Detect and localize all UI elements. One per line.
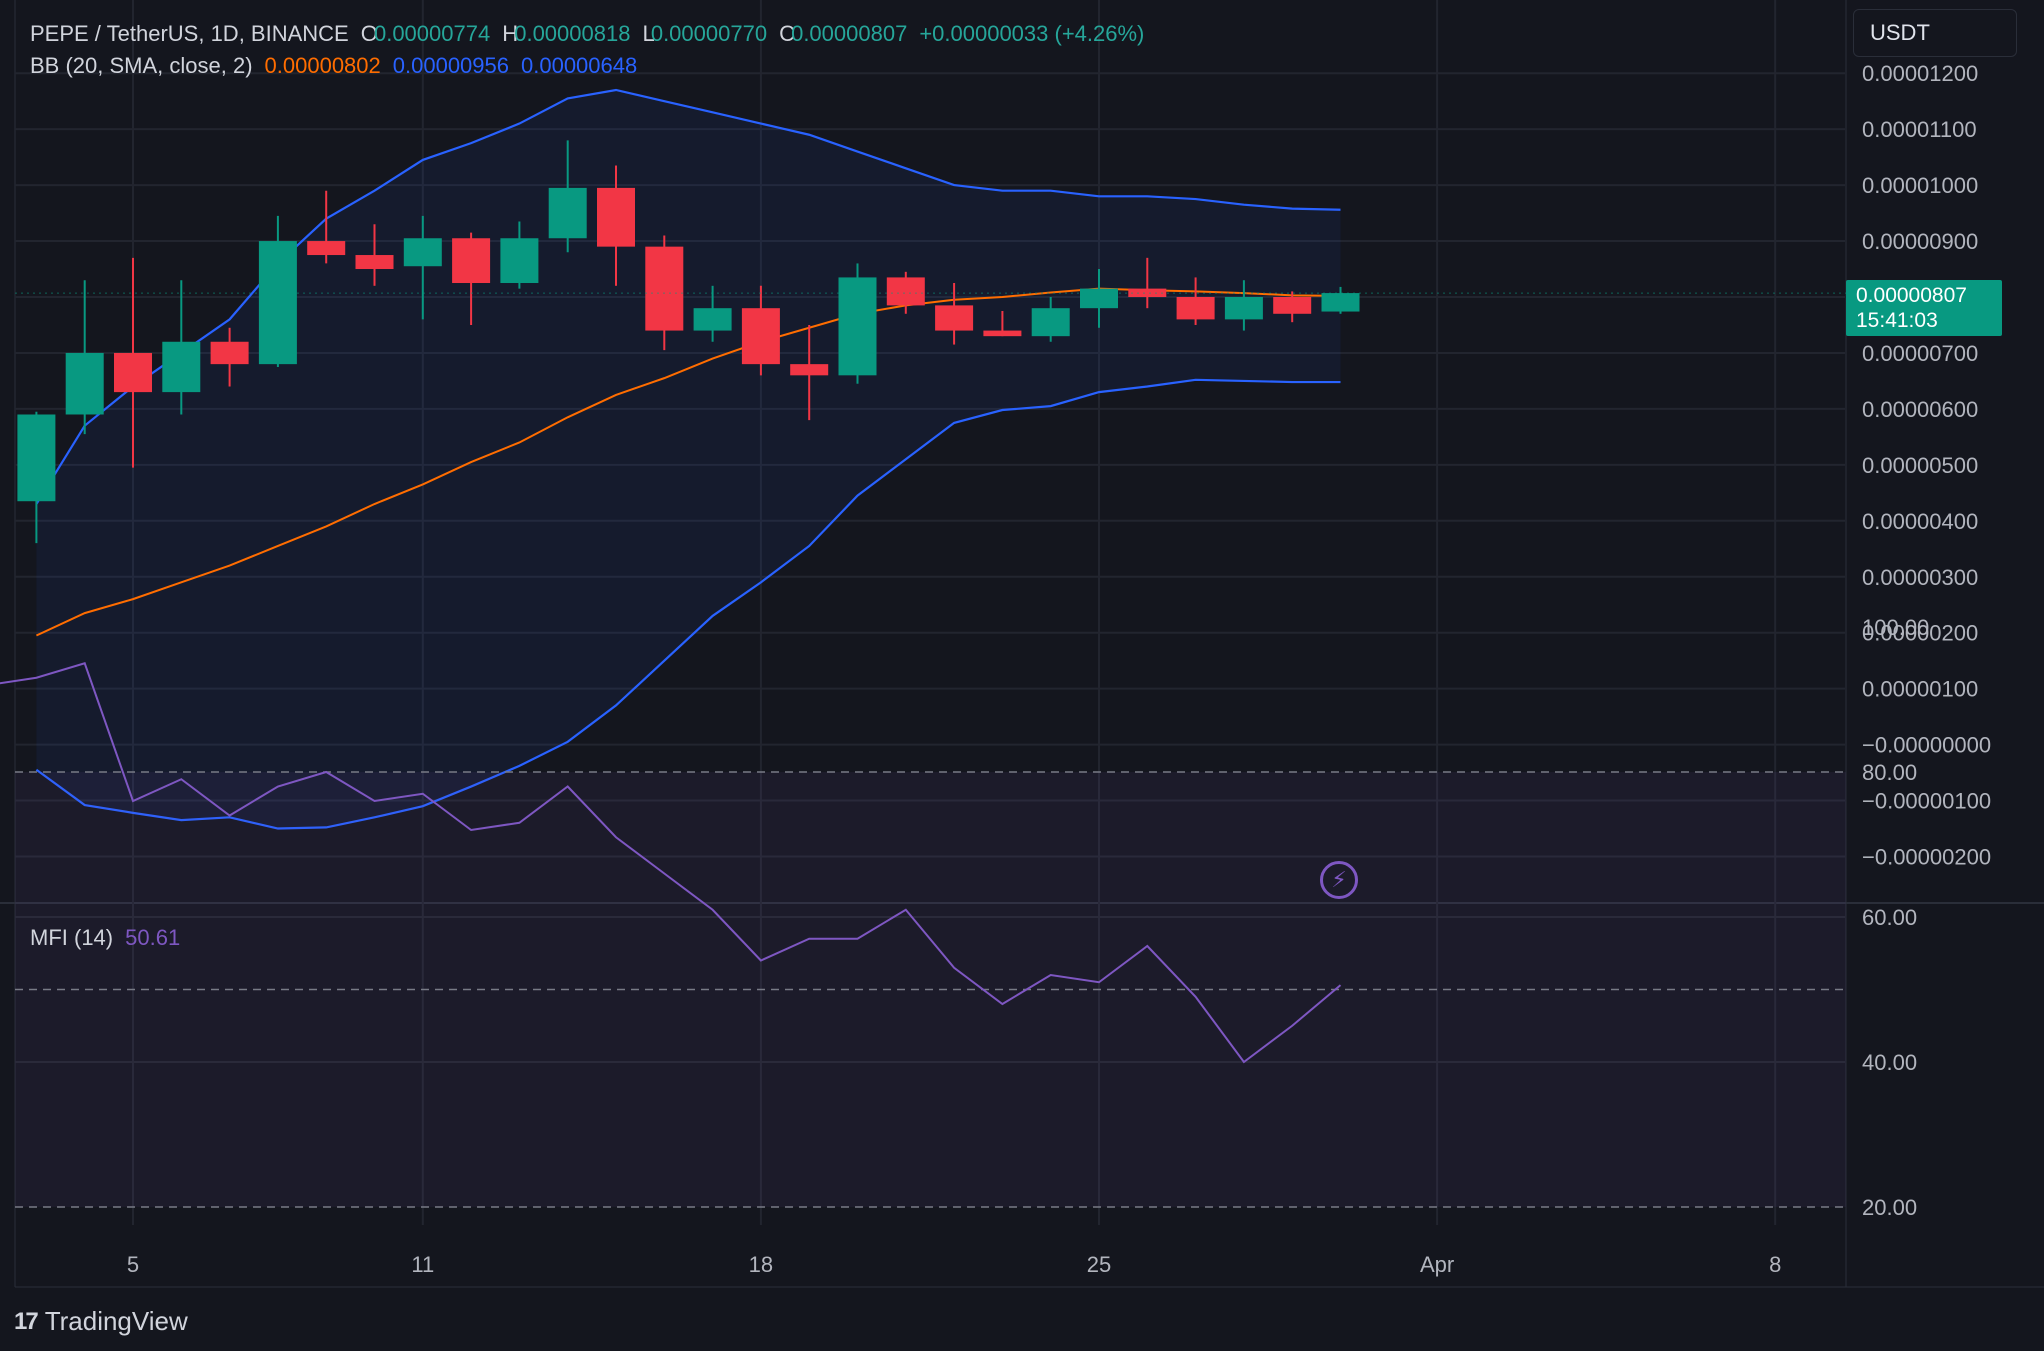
- bb-basis-value: 0.00000802: [264, 53, 381, 78]
- bb-basis-line: [35, 287, 1341, 637]
- candle-down: [597, 187, 635, 247]
- candle-down: [935, 305, 974, 331]
- candle-up: [1321, 293, 1360, 312]
- candle-up: [693, 308, 732, 331]
- candle-up: [162, 341, 201, 393]
- low-value: 0.00000770: [650, 21, 768, 46]
- price-axis-label: 0.00000300: [1862, 565, 1978, 590]
- mfi-value: 50.61: [125, 925, 181, 950]
- price-axis-label: 0.00001100: [1862, 117, 1977, 142]
- last-price-tag: 0.00000807 15:41:03: [1846, 280, 2002, 336]
- mfi-axis-label: 40.00: [1862, 1050, 1917, 1075]
- change-value: +0.00000033 (+4.26%): [919, 21, 1145, 46]
- high-value: 0.00000818: [514, 21, 631, 46]
- candle-up: [65, 352, 104, 415]
- bb-legend: BB (20, SMA, close, 2) 0.00000802 0.0000…: [30, 53, 637, 79]
- mfi-line: [0, 662, 1342, 1064]
- candle-down: [645, 246, 684, 331]
- candle-down: [983, 330, 1022, 337]
- price-axis-label: 0.00000100: [1862, 677, 1978, 702]
- candle-down: [452, 238, 491, 284]
- bb-upper-value: 0.00000956: [392, 53, 509, 78]
- price-axis-label: 0.00000700: [1862, 341, 1978, 366]
- price-axis-label: 0.00000400: [1862, 509, 1978, 534]
- bb-label[interactable]: BB (20, SMA, close, 2): [30, 53, 253, 78]
- bb-lower-value: 0.00000648: [521, 53, 638, 78]
- mfi-axis-label: 100.00: [1862, 615, 1929, 640]
- bb-band-fill: [36, 89, 1341, 829]
- time-axis-label: 5: [127, 1252, 139, 1277]
- price-axis-label: 0.00000500: [1862, 453, 1978, 478]
- mfi-axis-label: 80.00: [1862, 760, 1917, 785]
- price-axis-label: −0.00000100: [1862, 789, 1991, 814]
- tradingview-mark-icon: 17: [14, 1307, 39, 1335]
- price-axis-label: 0.00001200: [1862, 61, 1978, 86]
- mfi-axis-label: 20.00: [1862, 1195, 1917, 1220]
- ohlc-legend: PEPE / TetherUS, 1D, BINANCE O 0.0000077…: [30, 21, 1144, 47]
- tradingview-logo-text: TradingView: [44, 1306, 188, 1336]
- candle-down: [741, 308, 780, 365]
- time-axis-label: 8: [1769, 1252, 1781, 1277]
- price-axis-label: −0.00000200: [1862, 845, 1991, 870]
- candle-down: [1273, 297, 1312, 314]
- time-axis-label: 11: [411, 1252, 434, 1277]
- time-axis-label: 25: [1087, 1252, 1111, 1277]
- mfi-legend: MFI (14) 50.61: [30, 925, 180, 951]
- price-axis-label: 0.00000200: [1862, 621, 1978, 646]
- symbol-title[interactable]: PEPE / TetherUS, 1D, BINANCE: [30, 21, 349, 46]
- close-value: 0.00000807: [791, 21, 908, 46]
- price-axis-label: 0.00000900: [1862, 229, 1978, 254]
- candle-up: [1224, 297, 1263, 320]
- candle-down: [114, 352, 152, 393]
- mfi-axis-label: 60.00: [1862, 905, 1917, 930]
- lightning-icon[interactable]: ⚡: [1320, 861, 1358, 899]
- open-value: 0.00000774: [373, 21, 491, 46]
- candle-up: [258, 241, 297, 365]
- mfi-label[interactable]: MFI (14): [30, 925, 114, 950]
- candle-up: [17, 414, 56, 502]
- candle-up: [548, 187, 587, 239]
- currency-button[interactable]: USDT: [1853, 9, 2017, 57]
- candle-down: [1128, 288, 1167, 297]
- time-axis-label: 18: [749, 1252, 773, 1277]
- candle-up: [1031, 308, 1070, 337]
- last-price-value: 0.00000807: [1856, 284, 1967, 307]
- candle-up: [403, 238, 442, 267]
- candle-up: [1080, 288, 1118, 309]
- candle-down: [1176, 297, 1215, 320]
- bar-countdown: 15:41:03: [1856, 309, 1938, 332]
- candle-down: [790, 364, 829, 376]
- candle-down: [210, 341, 249, 365]
- candle-down: [886, 277, 925, 306]
- candle-down: [307, 241, 346, 256]
- bb-lower-line: [35, 378, 1341, 830]
- tradingview-logo[interactable]: 17 TradingView: [14, 1306, 188, 1337]
- price-axis-label: 0.00001000: [1862, 173, 1978, 198]
- time-axis-label: Apr: [1420, 1252, 1454, 1277]
- candle-up: [838, 277, 877, 376]
- price-axis-label: −0.00000000: [1862, 733, 1991, 758]
- candle-down: [355, 255, 394, 270]
- bb-upper-line: [35, 88, 1341, 505]
- candle-up: [500, 238, 539, 284]
- price-axis-label: 0.00000600: [1862, 397, 1978, 422]
